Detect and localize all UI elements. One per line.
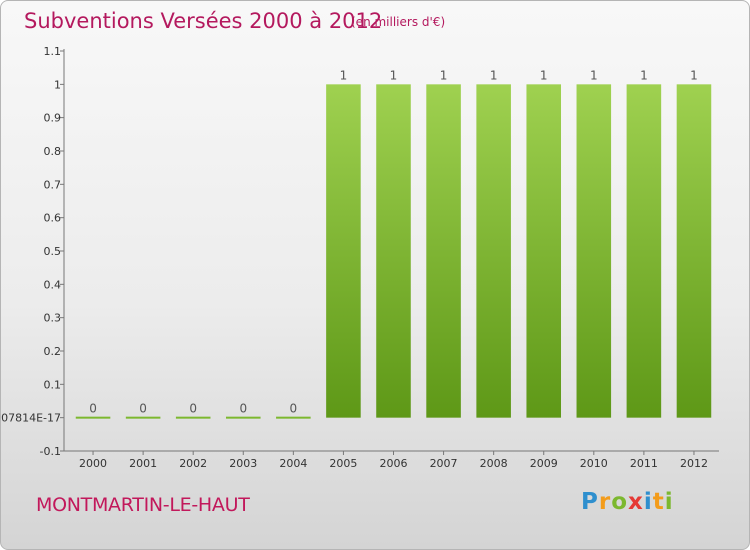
- unit-label: (en milliers d'€): [351, 15, 446, 29]
- x-tick-label: 2006: [380, 457, 408, 470]
- logo-letter: i: [643, 489, 653, 515]
- bar-value-label: 1: [540, 68, 548, 82]
- x-tick-label: 2002: [179, 457, 207, 470]
- y-tick-label: 0.4: [44, 278, 62, 291]
- logo-letter: x: [628, 489, 644, 515]
- bar-value-label: 1: [390, 68, 398, 82]
- y-tick-label: 0.1: [44, 378, 62, 391]
- bar-value-label: 1: [640, 68, 648, 82]
- bar-value-label: 0: [139, 402, 147, 416]
- y-tick-label: -0.1: [40, 445, 61, 458]
- bar: [175, 416, 211, 419]
- bar-value-label: 1: [490, 68, 498, 82]
- bar-value-label: 1: [440, 68, 448, 82]
- x-tick-label: 2011: [630, 457, 658, 470]
- bar: [526, 84, 562, 418]
- y-tick-label: 1.3877787807814E-17: [1, 412, 61, 425]
- x-tick-label: 2010: [580, 457, 608, 470]
- bar: [426, 84, 461, 418]
- logo-letter: P: [581, 489, 599, 515]
- y-tick-label: 0.5: [44, 245, 62, 258]
- bar: [225, 416, 261, 419]
- bar-value-label: 1: [340, 68, 348, 82]
- y-tick-label: 0.9: [44, 112, 62, 125]
- bar-value-label: 0: [239, 402, 247, 416]
- x-tick-label: 2005: [329, 457, 357, 470]
- x-tick-label: 2012: [680, 457, 708, 470]
- x-tick-label: 2009: [530, 457, 558, 470]
- x-tick-label: 2008: [480, 457, 508, 470]
- bar-value-label: 0: [290, 402, 298, 416]
- bar: [75, 416, 111, 419]
- bar-value-label: 1: [690, 68, 698, 82]
- x-tick-label: 2003: [229, 457, 257, 470]
- bar: [626, 84, 662, 418]
- x-tick-label: 2000: [79, 457, 107, 470]
- y-tick-label: 0.6: [44, 212, 62, 225]
- bar: [476, 84, 511, 418]
- bar: [125, 416, 161, 419]
- y-tick-label: 0.8: [44, 145, 62, 158]
- bar: [576, 84, 612, 418]
- proxiti-logo: Proxiti: [581, 489, 674, 515]
- logo-letter: o: [611, 489, 629, 515]
- bar-value-label: 0: [89, 402, 97, 416]
- commune-name: MONTMARTIN-LE-HAUT: [36, 494, 250, 516]
- bar-value-label: 1: [590, 68, 598, 82]
- y-tick-label: 0.2: [44, 345, 62, 358]
- logo-letter: t: [652, 489, 665, 515]
- bar: [326, 84, 361, 418]
- bar-value-label: 0: [189, 402, 197, 416]
- chart-title: Subventions Versées 2000 à 2012: [24, 9, 383, 33]
- logo-letter: r: [598, 489, 612, 515]
- y-tick-label: 0.3: [44, 312, 62, 325]
- bar: [376, 84, 411, 418]
- logo-letter: i: [664, 489, 674, 515]
- y-tick-label: 1.1: [44, 45, 62, 58]
- y-tick-label: 1: [54, 78, 61, 91]
- bar: [676, 84, 712, 418]
- x-tick-label: 2007: [430, 457, 458, 470]
- x-tick-label: 2001: [129, 457, 157, 470]
- y-tick-label: 0.7: [44, 178, 62, 191]
- bar: [276, 416, 311, 419]
- x-tick-label: 2004: [279, 457, 307, 470]
